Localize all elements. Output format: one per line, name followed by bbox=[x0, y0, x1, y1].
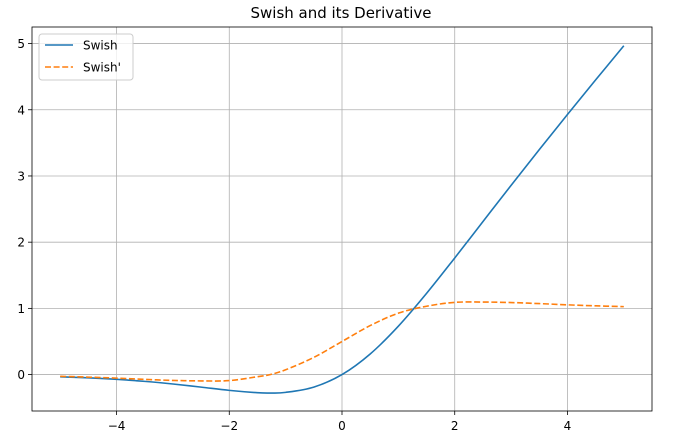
grid-lines bbox=[32, 27, 652, 411]
x-tick-label: 2 bbox=[451, 419, 459, 433]
x-tick-label: −2 bbox=[220, 419, 238, 433]
x-tick-label: 4 bbox=[564, 419, 572, 433]
y-tick-label: 0 bbox=[17, 368, 25, 382]
series-line-swish bbox=[60, 45, 625, 394]
y-tick-label: 2 bbox=[17, 236, 25, 250]
legend-label-swish-prime: Swish' bbox=[83, 61, 121, 75]
y-tick-label: 1 bbox=[17, 302, 25, 316]
series-line-swish-prime bbox=[60, 301, 624, 382]
x-tick-label: −4 bbox=[108, 419, 126, 433]
y-tick-label: 4 bbox=[17, 103, 25, 117]
axis-ticks: −4 −2 0 2 4 0 1 2 3 4 5 bbox=[17, 37, 571, 433]
legend-label-swish: Swish bbox=[83, 39, 118, 53]
series-layer bbox=[60, 45, 625, 394]
legend: Swish Swish' bbox=[38, 33, 134, 81]
y-tick-label: 5 bbox=[17, 37, 25, 51]
chart-title: Swish and its Derivative bbox=[250, 4, 431, 22]
y-tick-label: 3 bbox=[17, 169, 25, 183]
x-tick-label: 0 bbox=[338, 419, 346, 433]
